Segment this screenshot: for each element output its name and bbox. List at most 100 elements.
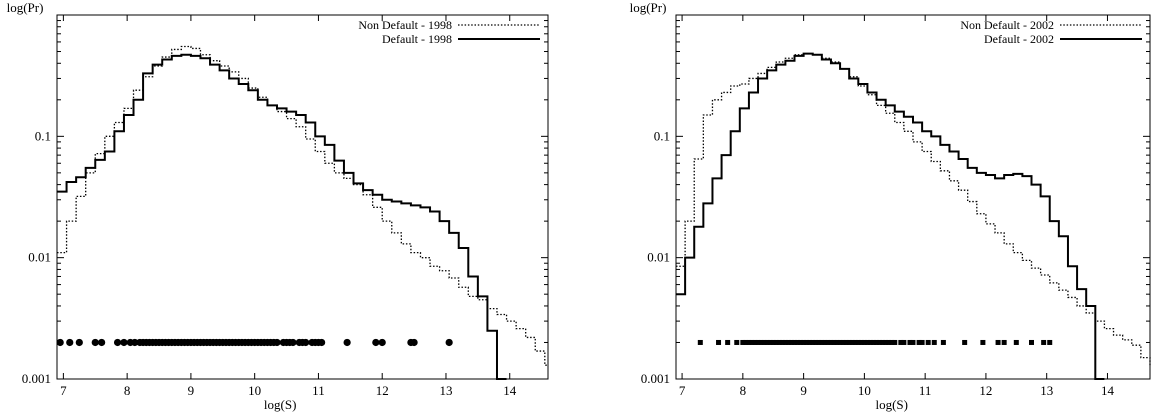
x-axis-label: log(S) <box>264 397 297 412</box>
x-tick-label: 11 <box>312 383 325 398</box>
x-tick-label: 11 <box>919 383 932 398</box>
scatter-point <box>1047 339 1053 345</box>
x-axis-label: log(S) <box>875 397 908 412</box>
scatter-point <box>749 339 755 345</box>
plot-frame <box>56 14 549 380</box>
y-tick-label: 0.001 <box>22 371 51 386</box>
scatter-point <box>788 339 794 345</box>
scatter-point <box>883 339 889 345</box>
scatter-point <box>779 339 785 345</box>
x-tick-label: 12 <box>979 383 992 398</box>
scatter-point <box>445 338 453 347</box>
plot-frame <box>675 14 1151 380</box>
y-tick-label: 0.01 <box>28 250 51 265</box>
scatter-point <box>892 339 898 345</box>
scatter-point <box>761 339 767 345</box>
y-tick-label: 0.01 <box>647 250 670 265</box>
scatter-point <box>822 339 828 345</box>
scatter-point <box>849 339 855 345</box>
scatter-point <box>75 338 83 347</box>
scatter-point <box>776 339 782 345</box>
scatter-point <box>743 339 749 345</box>
scatter-point <box>795 339 801 345</box>
x-tick-label: 9 <box>188 383 195 398</box>
scatter-point <box>867 339 873 345</box>
scatter-point <box>302 338 310 347</box>
scatter-point <box>746 339 752 345</box>
scatter-point <box>764 339 770 345</box>
scatter-point <box>910 339 916 345</box>
scatter-point <box>770 339 776 345</box>
x-tick-label: 12 <box>376 383 389 398</box>
scatter-point <box>343 338 351 347</box>
scatter-point <box>755 339 761 345</box>
scatter-point <box>798 339 804 345</box>
scatter-point <box>804 339 810 345</box>
x-tick-label: 7 <box>679 383 686 398</box>
scatter-point <box>931 339 937 345</box>
scatter-point <box>716 339 722 345</box>
scatter-point <box>752 339 758 345</box>
scatter-point <box>858 339 864 345</box>
y-tick-label: 0.1 <box>654 128 670 143</box>
scatter-point <box>66 338 74 347</box>
scatter-point <box>831 339 837 345</box>
series-line-2 <box>57 53 507 380</box>
scatter-point <box>767 339 773 345</box>
scatter-point <box>846 339 852 345</box>
scatter-point <box>816 339 822 345</box>
legend-label-1: Non Default - 2002 <box>960 18 1054 32</box>
scatter-point <box>828 339 834 345</box>
scatter-point <box>898 339 904 345</box>
scatter-point <box>880 339 886 345</box>
scatter-point <box>378 338 386 347</box>
scatter-point <box>697 339 703 345</box>
scatter-point <box>56 338 64 347</box>
scatter-point <box>877 339 883 345</box>
y-axis-label: log(Pr) <box>7 0 44 15</box>
x-tick-label: 10 <box>248 383 261 398</box>
scatter-point <box>874 339 880 345</box>
scatter-point <box>871 339 876 345</box>
scatter-point <box>725 339 731 345</box>
scatter-point <box>740 339 746 345</box>
scatter-point <box>980 339 986 345</box>
scatter-point <box>1013 339 1019 345</box>
y-tick-label: 0.1 <box>35 128 51 143</box>
scatter-point <box>810 339 816 345</box>
scatter-point <box>901 339 907 345</box>
x-tick-label: 10 <box>858 383 871 398</box>
scatter-point <box>773 339 779 345</box>
scatter-point <box>886 339 892 345</box>
scatter-point <box>372 338 380 347</box>
scatter-point <box>861 339 867 345</box>
series-line-1 <box>676 53 1151 366</box>
scatter-point <box>273 338 281 347</box>
x-tick-label: 14 <box>1101 383 1115 398</box>
scatter-point <box>792 339 797 345</box>
scatter-point <box>916 339 922 345</box>
scatter-point <box>840 339 846 345</box>
series-line-1 <box>57 45 548 366</box>
x-tick-label: 13 <box>439 383 452 398</box>
scatter-point <box>940 339 946 345</box>
chart-panel-1: 7 8 9 10 11 12 13 14 0.001 0.01 0.1 log(S) log(Pr) No… <box>7 0 549 412</box>
scatter-point <box>1041 339 1047 345</box>
scatter-point <box>289 338 297 347</box>
scatter-point <box>843 339 849 345</box>
scatter-point <box>919 339 925 345</box>
x-tick-label: 14 <box>503 383 517 398</box>
scatter-point <box>834 339 840 345</box>
scatter-point <box>91 338 99 347</box>
scatter-point <box>1029 339 1034 345</box>
legend-label-2: Default - 2002 <box>984 32 1054 46</box>
scatter-point <box>962 339 968 345</box>
scatter-point <box>889 339 895 345</box>
scatter-point <box>410 338 418 347</box>
scatter-point <box>852 339 858 345</box>
legend-label-2: Default - 1998 <box>382 32 452 46</box>
x-tick-label: 8 <box>740 383 747 398</box>
scatter-point <box>801 339 807 345</box>
scatter-point <box>758 339 764 345</box>
